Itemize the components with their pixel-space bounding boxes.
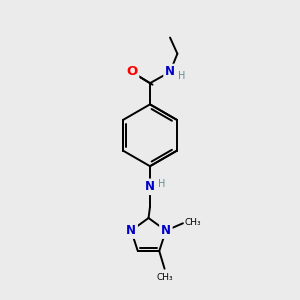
Text: N: N	[126, 224, 136, 237]
Text: CH₃: CH₃	[156, 273, 173, 282]
Text: N: N	[165, 65, 175, 79]
Text: H: H	[178, 70, 185, 80]
Text: N: N	[161, 224, 171, 237]
Text: N: N	[145, 180, 155, 193]
Text: O: O	[126, 65, 137, 79]
Text: CH₃: CH₃	[184, 218, 201, 226]
Text: H: H	[158, 179, 166, 189]
